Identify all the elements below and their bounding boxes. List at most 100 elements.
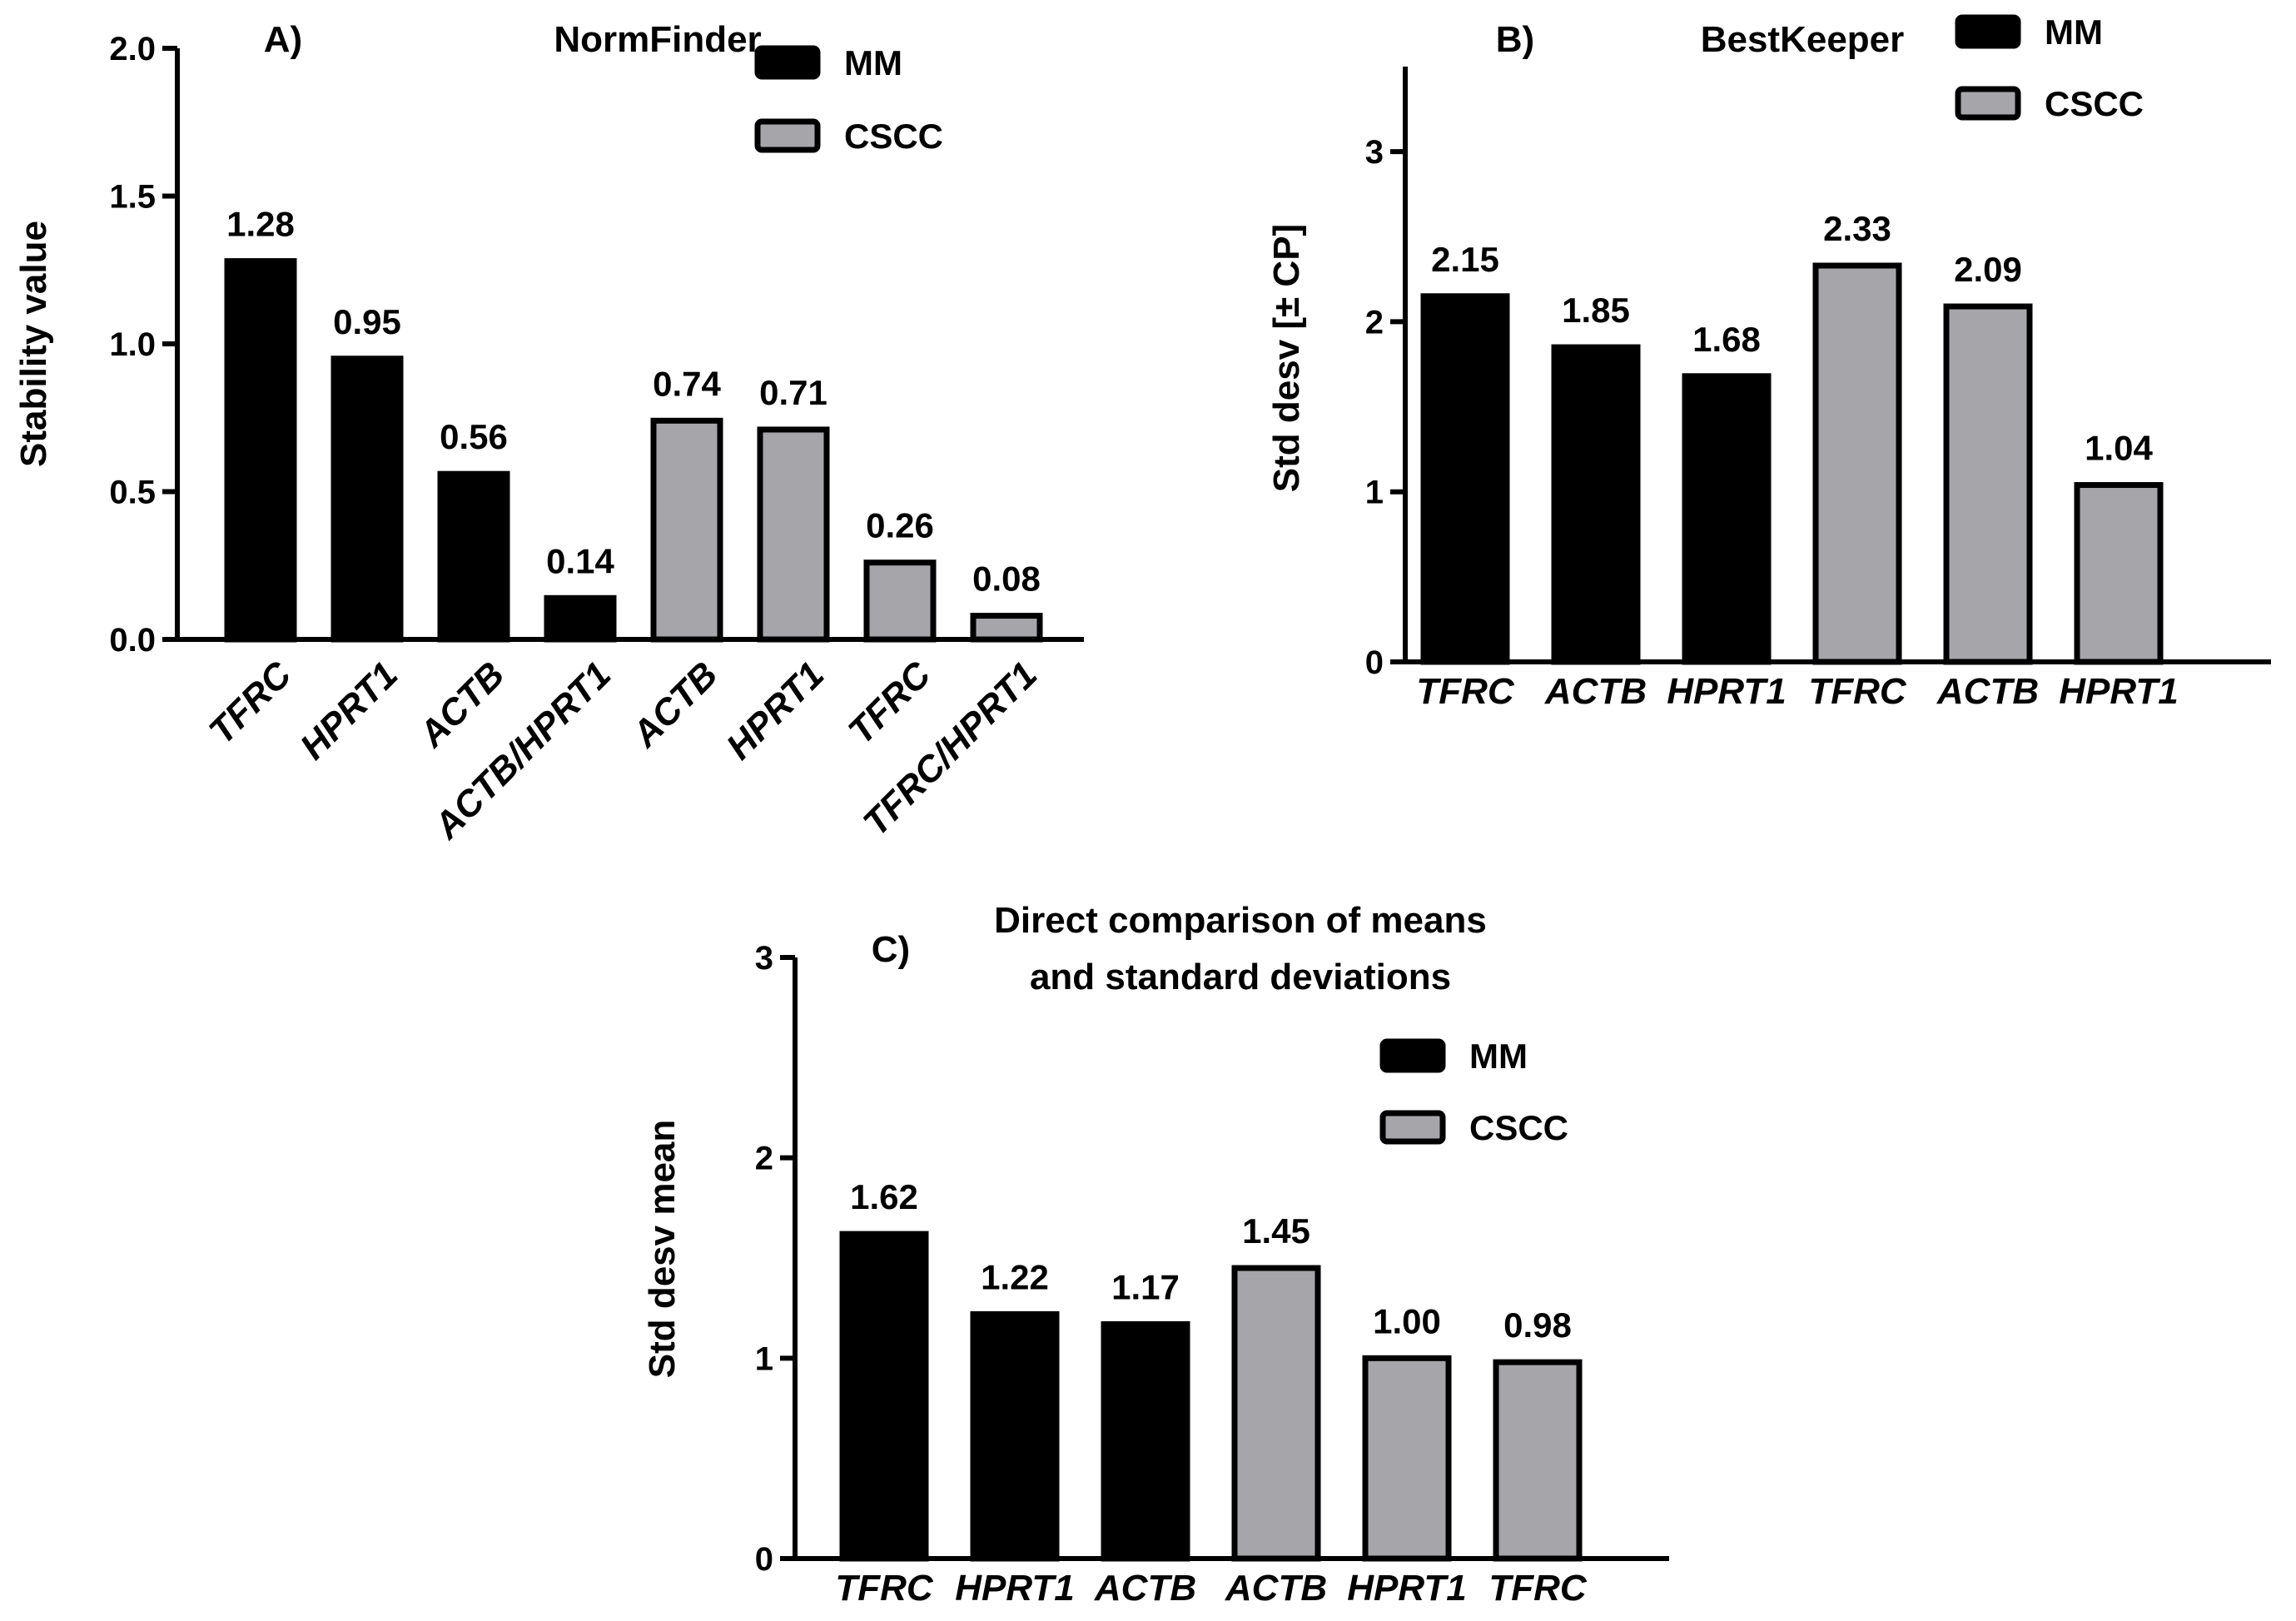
bar-cscc (2074, 482, 2164, 665)
data-label: 1.85 (1562, 291, 1630, 330)
x-tick-label: HPRT1 (718, 654, 832, 768)
legend: MM CSCC (1379, 1037, 1568, 1147)
x-tick-label: ACTB (624, 654, 726, 756)
legend-label-mm: MM (2045, 12, 2103, 52)
bar-mm (544, 594, 617, 643)
y-tick-label: 2.0 (109, 31, 156, 67)
bar-mm (1551, 344, 1641, 665)
x-tick-label: HPRT1 (2059, 671, 2178, 712)
data-label: 0.74 (653, 364, 721, 403)
data-label: 0.14 (546, 541, 614, 580)
data-label: 1.28 (226, 205, 295, 244)
chart-title: BestKeeper (1701, 19, 1905, 60)
bar-cscc (863, 559, 937, 643)
x-tick-label: ACTB (1544, 671, 1647, 712)
x-tick-label: TFRC (841, 654, 939, 752)
data-label: 1.17 (1111, 1267, 1180, 1306)
legend: MM CSCC (1955, 12, 2144, 123)
x-tick-label: TFRC (1416, 671, 1515, 712)
chart-panel-c: 0 1 2 3 1.62 TFRC 1.22 HPRT1 1.17 ACTB 1.45 ACTB 1.0… (642, 900, 1669, 1609)
data-label: 0.71 (759, 373, 827, 412)
bar-cscc (1943, 303, 2033, 665)
data-label: 2.15 (1431, 240, 1499, 279)
legend-swatch-mm (1379, 1038, 1446, 1073)
bar-mm (437, 470, 510, 643)
x-tick-label: HPRT1 (955, 1568, 1074, 1609)
bar-mm (970, 1310, 1060, 1562)
bar-cscc (1812, 262, 1902, 665)
bar-mm (1420, 293, 1510, 665)
bar-cscc (1231, 1265, 1321, 1562)
legend-label-cscc: CSCC (1469, 1108, 1568, 1147)
bar-mm (839, 1231, 929, 1562)
legend-label-cscc: CSCC (844, 117, 943, 156)
y-tick-label: 0.0 (109, 622, 156, 659)
legend-label-mm: MM (1469, 1037, 1528, 1076)
y-tick-label: 0 (1365, 644, 1384, 681)
data-label: 1.04 (2085, 429, 2153, 468)
panel-letter: A) (264, 19, 302, 60)
y-tick-label: 2 (755, 1141, 773, 1177)
x-tick-label: TFRC (1488, 1568, 1588, 1609)
legend-swatch-cscc (1379, 1110, 1446, 1145)
x-tick-label: HPRT1 (1347, 1568, 1466, 1609)
chart-title: Direct comparison of means (994, 900, 1487, 941)
y-axis-title: Std desv [± CP] (1266, 224, 1307, 492)
chart-panel-a: 0.0 0.5 1.0 1.5 2.0 1.28 TFRC 0.95 HPRT1 0.56 ACTB… (13, 19, 1084, 848)
y-tick-label: 0.5 (109, 475, 156, 511)
data-label: 0.98 (1503, 1305, 1572, 1345)
x-tick-label: TFRC (1808, 671, 1907, 712)
bar-mm (1101, 1320, 1190, 1562)
legend-swatch-cscc (1955, 86, 2021, 121)
y-tick-label: 1 (1365, 475, 1384, 511)
chart-title: and standard deviations (1030, 957, 1451, 997)
data-label: 0.26 (866, 506, 934, 545)
data-label: 0.95 (333, 302, 401, 341)
data-label: 1.62 (850, 1177, 918, 1216)
bar-cscc (757, 426, 830, 643)
legend-label-mm: MM (844, 43, 902, 82)
chart-title: NormFinder (554, 19, 761, 60)
bar-cscc (650, 417, 723, 643)
x-tick-label: TFRC (835, 1568, 934, 1609)
data-label: 1.00 (1373, 1301, 1441, 1340)
bar-mm (1682, 373, 1772, 665)
legend-swatch-mm (754, 45, 821, 80)
x-tick-label: ACTB (411, 654, 513, 756)
y-axis-title: Std desv mean (642, 1120, 683, 1379)
x-tick-label: HPRT1 (1667, 671, 1786, 712)
data-label: 2.33 (1823, 209, 1891, 248)
y-tick-label: 3 (1365, 134, 1384, 171)
bar-mm (330, 356, 404, 643)
y-tick-label: 3 (755, 940, 773, 977)
y-tick-label: 1.0 (109, 326, 156, 363)
data-label: 1.45 (1242, 1211, 1310, 1251)
bar-cscc (1362, 1355, 1452, 1562)
legend-swatch-mm (1955, 14, 2021, 49)
bar-cscc (1493, 1359, 1583, 1562)
data-label: 2.09 (1954, 250, 2022, 289)
panel-letter: B) (1496, 19, 1534, 60)
y-tick-label: 2 (1365, 304, 1384, 341)
panel-letter: C) (872, 929, 910, 970)
y-tick-label: 1.5 (109, 179, 156, 216)
x-tick-label: ACTB (1225, 1568, 1327, 1609)
y-axis-title: Stability value (13, 221, 54, 467)
x-tick-label: ACTB (1094, 1568, 1196, 1609)
legend-swatch-cscc (754, 118, 821, 153)
x-tick-label: ACTB (1936, 671, 2039, 712)
x-tick-label: TFRC (201, 654, 300, 752)
data-label: 1.22 (981, 1257, 1049, 1296)
legend: MM CSCC (754, 43, 943, 156)
legend-label-cscc: CSCC (2045, 84, 2144, 123)
chart-panel-b: 0 1 2 3 2.15 TFRC 1.85 ACTB 1.68 HPRT1 2.33 TFRC 2.0… (1266, 12, 2271, 712)
data-label: 0.56 (440, 417, 508, 456)
data-label: 1.68 (1692, 320, 1761, 359)
bar-cscc (970, 613, 1043, 643)
bar-mm (224, 258, 297, 643)
y-tick-label: 0 (755, 1541, 773, 1578)
data-label: 0.08 (972, 559, 1041, 599)
x-tick-label: HPRT1 (292, 654, 405, 768)
